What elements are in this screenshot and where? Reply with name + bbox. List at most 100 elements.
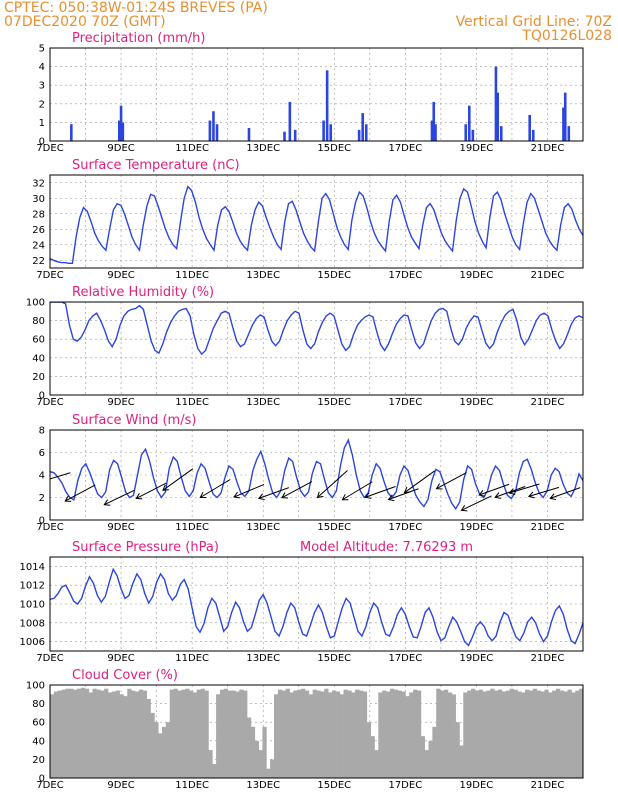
precip-xtick-label: 9DEC xyxy=(107,143,134,154)
wind-arrow-head xyxy=(135,493,143,500)
cloud-bar xyxy=(470,688,476,778)
cloud-bar xyxy=(536,690,541,778)
cloud-bar xyxy=(312,689,317,778)
cloud-bar xyxy=(416,690,422,778)
precip-bar xyxy=(322,120,325,141)
precip-xtick-label: 17DEC xyxy=(388,143,422,154)
precip-bar xyxy=(357,129,361,141)
wind-xtick-label: 7DEC xyxy=(36,522,63,533)
precip-xtick-label: 11DEC xyxy=(175,143,209,154)
cloud-bar xyxy=(162,726,167,778)
grid-note: Vertical Grid Line: 70Z xyxy=(456,14,612,30)
wind-arrow-head xyxy=(233,491,240,499)
cloud-series xyxy=(50,687,583,778)
pres-ytick-label: 1012 xyxy=(20,581,45,592)
precip-bar xyxy=(119,105,123,141)
cloud-bar xyxy=(397,690,402,778)
wind-arrow xyxy=(162,468,194,491)
cloud-xtick-label: 19DEC xyxy=(460,780,494,791)
precip-bar xyxy=(283,131,286,141)
precip-bar xyxy=(531,129,535,141)
precip-bar xyxy=(432,101,436,141)
cloud-bar xyxy=(409,692,414,778)
cloud-bar xyxy=(424,750,429,778)
cloud-bar xyxy=(351,692,356,778)
cloud-bar xyxy=(459,745,464,778)
cloud-bar xyxy=(239,689,244,778)
wind-arrow-head xyxy=(478,490,486,497)
cloud-xtick-label: 13DEC xyxy=(246,780,280,791)
cloud-ytick-label: 40 xyxy=(32,736,45,747)
cloud-bar xyxy=(196,689,202,778)
precip-bar xyxy=(467,105,471,141)
cloud-bar xyxy=(482,691,487,778)
wind-ytick-label: 6 xyxy=(39,448,45,459)
cloud-bar xyxy=(440,690,445,778)
wind-arrow-head xyxy=(257,493,265,501)
cloud-bar xyxy=(331,690,337,778)
wind-arrow xyxy=(404,470,435,493)
precip-bar xyxy=(430,120,434,141)
precip-bar xyxy=(325,70,329,141)
wind-arrow-head xyxy=(103,499,111,506)
cloud-bar xyxy=(189,690,194,778)
cloud-bar xyxy=(447,692,453,778)
cloud-bar xyxy=(432,726,437,778)
cloud-bar xyxy=(436,688,441,778)
wind-arrow xyxy=(317,470,348,498)
precip-ytick-label: 5 xyxy=(39,44,45,55)
pres-xtick-label: 19DEC xyxy=(460,653,494,664)
wind-arrow xyxy=(388,488,419,500)
pres-panel: 1006 1008 1010 1012 1014 Surface Pressure (hP… xyxy=(20,540,584,664)
cloud-bar xyxy=(505,690,511,778)
rh-xtick-label: 7DEC xyxy=(36,397,63,408)
precip-bar xyxy=(288,101,292,141)
precip-bar xyxy=(329,124,333,141)
pres-ytick-label: 1014 xyxy=(20,562,45,573)
cloud-ytick-label: 20 xyxy=(32,755,45,766)
wind-arrow-head xyxy=(316,491,324,499)
temp-xtick-label: 11DEC xyxy=(175,270,209,281)
wind-arrow xyxy=(478,483,510,496)
cloud-bar xyxy=(320,691,325,778)
cloud-ytick-label: 0 xyxy=(39,774,45,785)
precip-title: Precipitation (mm/h) xyxy=(72,31,205,46)
cloud-bar xyxy=(509,688,514,778)
wind-arrow xyxy=(436,472,467,490)
wind-ytick-label: 0 xyxy=(39,516,45,527)
pres-ytick-label: 1006 xyxy=(20,637,45,648)
wind-arrow xyxy=(64,484,96,502)
pres-frame xyxy=(49,556,584,652)
wind-arrow xyxy=(550,487,581,499)
temp-xtick-label: 15DEC xyxy=(317,270,351,281)
cloud-bar xyxy=(478,689,483,778)
rh-xtick-label: 9DEC xyxy=(107,397,134,408)
cloud-bar xyxy=(555,688,561,778)
precip-xtick-label: 15DEC xyxy=(317,143,351,154)
wind-xtick-label: 17DEC xyxy=(388,522,422,533)
wind-arrow-head xyxy=(364,492,372,499)
temp-xtick-label: 13DEC xyxy=(246,270,280,281)
wind-arrow xyxy=(461,495,492,511)
cloud-bar xyxy=(293,690,298,778)
cloud-bar xyxy=(134,691,140,778)
precip-bar xyxy=(567,126,571,141)
wind-xtick-label: 11DEC xyxy=(175,522,209,533)
rh-xtick-label: 17DEC xyxy=(388,397,422,408)
cloud-xtick-label: 21DEC xyxy=(531,780,565,791)
cloud-bar xyxy=(339,694,344,778)
precip-bar xyxy=(563,92,567,141)
precip-bar xyxy=(361,113,364,141)
cloud-bar xyxy=(285,688,290,778)
precip-bar xyxy=(212,111,215,141)
wind-arrow-head xyxy=(549,493,557,501)
cloud-bar xyxy=(451,694,456,778)
cloud-bar xyxy=(490,688,495,778)
wind-xtick-label: 21DEC xyxy=(531,522,565,533)
temp-ytick-label: 30 xyxy=(32,194,45,205)
wind-arrow xyxy=(104,489,135,506)
cloud-bar xyxy=(53,691,59,778)
cloud-bar xyxy=(111,691,117,778)
cloud-bar xyxy=(57,690,62,778)
